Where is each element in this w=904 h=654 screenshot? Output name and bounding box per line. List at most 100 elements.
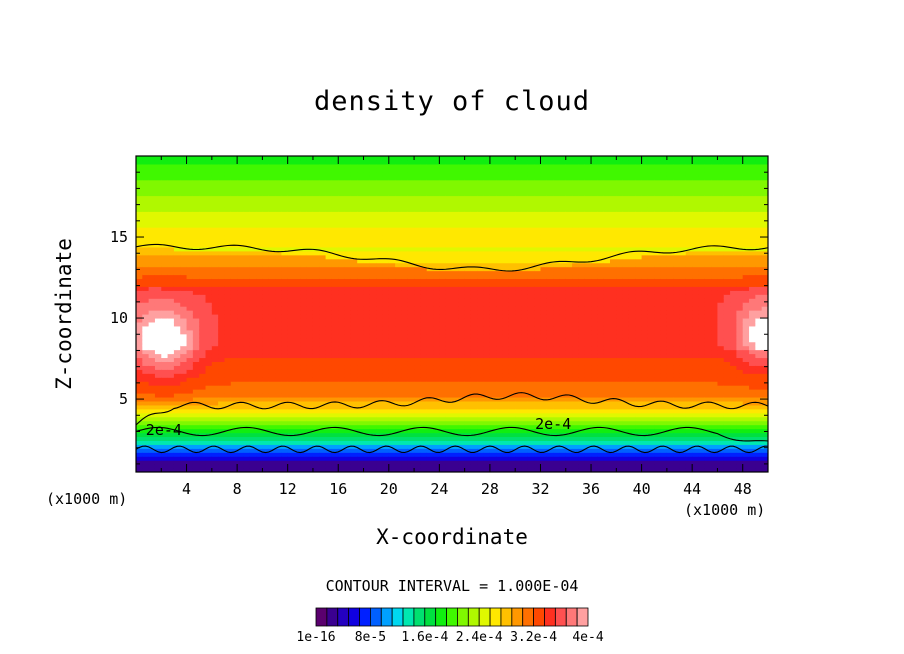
density-cell <box>167 258 175 264</box>
density-cell <box>426 290 434 295</box>
density-cell <box>262 333 270 339</box>
density-cell <box>414 262 421 268</box>
density-cell <box>395 321 403 327</box>
density-cell <box>180 325 188 331</box>
density-cell <box>230 215 238 220</box>
density-cell <box>401 349 409 355</box>
density-cell <box>319 302 327 307</box>
density-cell <box>218 266 226 272</box>
density-cell <box>148 436 156 441</box>
density-cell <box>312 385 320 390</box>
density-cell <box>281 408 289 414</box>
density-cell <box>439 258 447 264</box>
density-cell <box>154 231 162 236</box>
density-cell <box>477 432 485 438</box>
density-cell <box>414 159 421 165</box>
density-cell <box>173 408 181 414</box>
density-cell <box>433 246 440 252</box>
density-cell <box>515 179 523 185</box>
density-cell <box>452 286 459 291</box>
density-cell <box>477 314 485 319</box>
density-cell <box>433 345 440 351</box>
density-cell <box>319 440 327 445</box>
density-cell <box>180 329 188 335</box>
density-cell <box>395 306 403 311</box>
density-cell <box>363 373 371 378</box>
density-cell <box>357 456 365 461</box>
density-cell <box>173 199 181 204</box>
density-cell <box>199 286 207 291</box>
density-cell <box>262 436 270 441</box>
density-cell <box>211 227 219 232</box>
density-cell <box>515 235 523 240</box>
density-cell <box>249 412 257 418</box>
density-cell <box>142 464 150 469</box>
density-cell <box>401 238 409 244</box>
density-cell <box>180 262 188 268</box>
density-cell <box>395 444 403 449</box>
density-cell <box>344 254 352 260</box>
density-cell <box>148 203 156 208</box>
density-cell <box>230 306 238 311</box>
density-cell <box>470 179 478 185</box>
density-cell <box>249 175 257 181</box>
density-cell <box>287 321 295 327</box>
density-cell <box>319 199 327 204</box>
density-cell <box>306 207 314 212</box>
density-cell <box>243 361 251 366</box>
density-cell <box>268 191 276 197</box>
density-cell <box>300 298 308 303</box>
chart-title: density of cloud <box>313 86 591 117</box>
density-cell <box>477 167 485 173</box>
density-cell <box>483 266 491 272</box>
density-cell <box>186 345 194 351</box>
density-cell <box>376 215 384 220</box>
density-cell <box>376 373 384 378</box>
density-cell <box>363 207 371 212</box>
density-cell <box>357 159 365 165</box>
density-cell <box>161 231 169 236</box>
density-cell <box>142 412 150 418</box>
density-cell <box>363 408 371 414</box>
density-cell <box>243 393 251 398</box>
density-cell <box>154 456 162 461</box>
density-cell <box>496 444 504 449</box>
density-cell <box>363 416 371 422</box>
density-cell <box>281 175 289 181</box>
density-cell <box>388 345 396 351</box>
density-cell <box>136 227 143 232</box>
density-cell <box>338 314 346 319</box>
density-cell <box>433 302 440 307</box>
density-cell <box>306 456 314 461</box>
density-cell <box>237 183 245 189</box>
density-cell <box>268 436 276 441</box>
density-cell <box>496 416 504 422</box>
density-cell <box>382 258 390 264</box>
density-cell <box>433 223 440 228</box>
density-cell <box>205 298 213 303</box>
density-cell <box>312 389 320 394</box>
density-cell <box>483 345 491 351</box>
density-cell <box>205 341 213 347</box>
density-cell <box>211 179 219 185</box>
density-cell <box>470 203 478 208</box>
density-cell <box>211 223 219 228</box>
density-cell <box>211 156 219 161</box>
density-cell <box>142 163 150 169</box>
density-cell <box>167 448 175 453</box>
density-cell <box>186 219 194 224</box>
density-cell <box>281 282 289 287</box>
density-cell <box>237 207 245 212</box>
density-cell <box>186 302 194 307</box>
density-cell <box>420 432 428 438</box>
density-cell <box>224 412 232 418</box>
density-cell <box>496 337 504 343</box>
density-cell <box>224 325 232 331</box>
density-cell <box>237 175 245 181</box>
density-cell <box>136 341 143 347</box>
density-cell <box>224 262 232 268</box>
density-cell <box>218 258 226 264</box>
density-cell <box>173 203 181 208</box>
density-cell <box>344 314 352 319</box>
density-cell <box>363 396 371 402</box>
